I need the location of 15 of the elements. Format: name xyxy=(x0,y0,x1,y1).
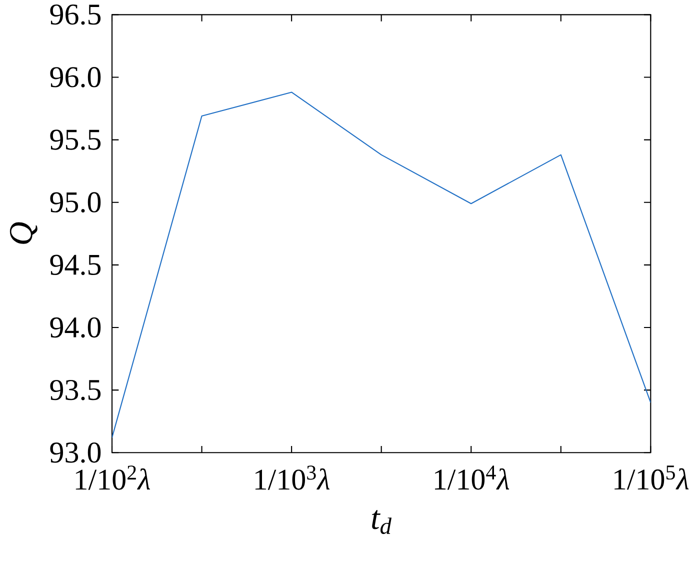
y-tick-label: 94.5 xyxy=(50,254,101,276)
y-tick-label: 95.0 xyxy=(50,192,101,213)
y-tick-label: 94.0 xyxy=(50,317,101,338)
x-tick-label: 1/10$^{3}$λ xyxy=(255,466,330,490)
y-axis-title: Q xyxy=(10,222,38,244)
y-tick-label: 96.0 xyxy=(50,67,101,88)
line-series xyxy=(112,92,651,438)
y-tick-label: 93.0 xyxy=(50,442,101,463)
y-tick-label: 95.5 xyxy=(50,130,101,150)
x-tick-label: 1/10$^{5}$λ xyxy=(614,466,689,490)
y-tick-label: 93.5 xyxy=(50,380,101,400)
x-tick-label: 1/10$^{4}$λ xyxy=(434,466,510,490)
x-axis-title: t$_{d}$ xyxy=(372,510,392,534)
x-tick-label: 1/10$^{2}$λ xyxy=(76,466,150,490)
y-tick-label: 96.5 xyxy=(50,4,101,25)
